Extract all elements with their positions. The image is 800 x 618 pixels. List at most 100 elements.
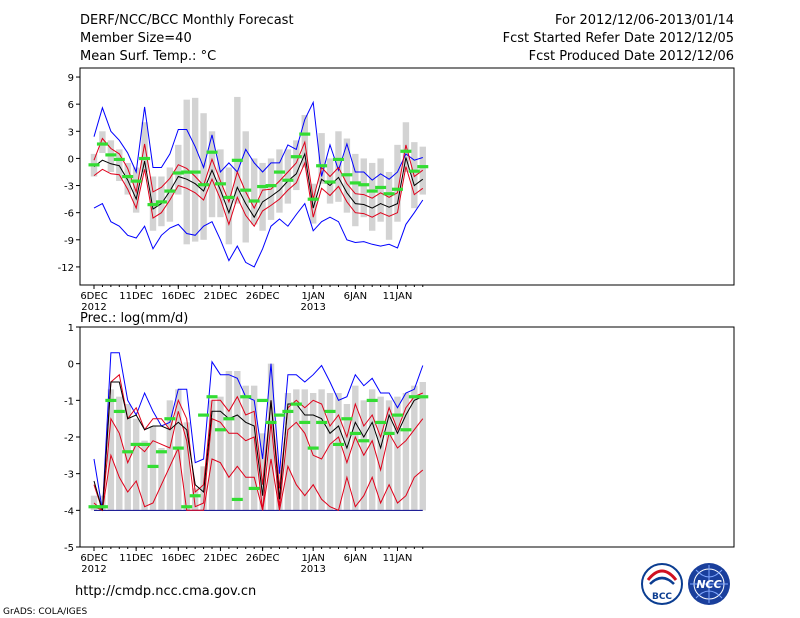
prec-xtick-year-label: 2012 (81, 564, 106, 575)
prec-range-bar (385, 400, 393, 511)
prec-median-mark (273, 413, 285, 417)
temp-median-mark (273, 170, 285, 174)
temp-median-mark (155, 200, 167, 204)
prec-median-mark (307, 446, 319, 450)
temp-range-bar (208, 131, 216, 218)
prec-range-bar (191, 488, 199, 511)
temp-xtick-label: 6DEC (80, 291, 107, 302)
forecast-range-label: For 2012/12/06-2013/01/14 (555, 13, 734, 28)
prec-median-mark (265, 420, 277, 425)
prec-median-mark (324, 409, 336, 414)
temp-median-mark (172, 171, 184, 175)
prec-series-lowest (93, 446, 424, 512)
temp-median-mark (375, 185, 387, 190)
prec-median-mark (290, 402, 302, 406)
temp-range-bar (141, 122, 148, 172)
temp-median-mark (240, 188, 252, 192)
temp-median-mark (164, 189, 176, 193)
temp-xtick-label: 11DEC (119, 291, 153, 302)
temp-median-mark (248, 199, 260, 203)
temp-xtick-label: 16DEC (161, 291, 195, 302)
temp-median-mark (400, 149, 412, 153)
prec-ytick-label: -2 (64, 433, 74, 444)
prec-median-mark (96, 505, 108, 509)
prec-range-bar (293, 389, 300, 511)
temp-range-bar (234, 96, 241, 204)
prec-median-mark (105, 398, 117, 403)
temp-range-bar (284, 149, 292, 204)
prec-median-mark (231, 497, 243, 502)
prec-ytick-label: -4 (64, 506, 74, 517)
temp-median-mark (366, 189, 378, 193)
precipitation-variable-label: Prec.: log(mm/d) (80, 311, 188, 326)
prec-range-bar (259, 433, 266, 511)
prec-series-mean (93, 381, 423, 511)
temp-median-mark (105, 153, 117, 157)
prec-range-bar (301, 389, 308, 511)
temp-ytick-label: -3 (64, 182, 74, 193)
prec-range-bar (158, 448, 165, 511)
prec-median-mark (332, 442, 344, 447)
temp-range-bar (191, 97, 199, 242)
temp-median-mark (88, 163, 100, 167)
fcst-started-label: Fcst Started Refer Date 2012/12/05 (503, 31, 734, 46)
temp-ytick-label: -12 (58, 263, 74, 274)
temp-median-mark (408, 169, 420, 173)
prec-median-mark (257, 398, 269, 403)
temp-range-bar (225, 167, 233, 245)
temp-ytick-label: -9 (64, 236, 74, 247)
prec-range-bar (394, 396, 401, 511)
temp-median-mark (332, 157, 344, 162)
prec-range-bar (217, 396, 224, 511)
prec-median-mark (417, 395, 429, 399)
prec-median-mark (316, 420, 328, 425)
prec-ytick-label: -1 (64, 396, 74, 407)
prec-xtick-label: 6JAN (344, 553, 367, 564)
temp-median-mark (290, 155, 302, 159)
prec-range-bar (276, 470, 283, 511)
prec-median-mark (181, 505, 193, 509)
temp-median-mark (147, 203, 159, 207)
prec-xtick-year-label: 2013 (300, 564, 325, 575)
temp-ytick-label: 3 (68, 127, 74, 138)
temp-series-lower (93, 161, 424, 228)
prec-median-mark (189, 494, 201, 498)
temp-median-mark (349, 181, 361, 185)
prec-range-bar (326, 393, 334, 511)
prec-range-bar (166, 400, 174, 511)
temp-xtick-label: 26DEC (246, 291, 280, 302)
temp-series-mean (93, 152, 424, 219)
temp-median-mark (122, 175, 134, 179)
temp-range-bar (293, 140, 300, 191)
source-url: http://cmdp.ncc.cma.gov.cn (75, 584, 256, 599)
temperature-variable-label: Mean Surf. Temp.: °C (80, 49, 216, 64)
prec-ytick-label: 1 (68, 323, 74, 334)
temp-median-mark (139, 156, 151, 161)
temp-median-mark (391, 187, 403, 191)
temp-series-min (93, 199, 424, 268)
temp-range-bar (394, 144, 401, 222)
temp-range-bar (385, 171, 393, 240)
temp-median-mark (307, 197, 319, 201)
temp-range-bar (377, 158, 384, 222)
fcst-produced-label: Fcst Produced Date 2012/12/06 (529, 49, 734, 64)
prec-median-mark (88, 505, 100, 509)
bcc-logo: BCC (641, 563, 683, 605)
prec-median-mark (341, 417, 353, 421)
prec-range-bar (250, 385, 258, 511)
temp-range-bar (368, 162, 376, 231)
prec-range-bar (225, 371, 233, 511)
temp-range-bar (352, 153, 359, 227)
ncc-logo: NCC (688, 563, 730, 605)
prec-range-bar (411, 385, 418, 511)
temp-median-mark (130, 179, 142, 183)
prec-ytick-label: -5 (64, 543, 74, 554)
prec-range-bar (402, 393, 410, 511)
member-size-label: Member Size=40 (80, 31, 192, 46)
temp-range-bar (99, 131, 106, 153)
prec-median-mark (375, 420, 387, 425)
prec-range-bar (318, 389, 325, 511)
prec-xtick-label: 21DEC (204, 553, 238, 564)
